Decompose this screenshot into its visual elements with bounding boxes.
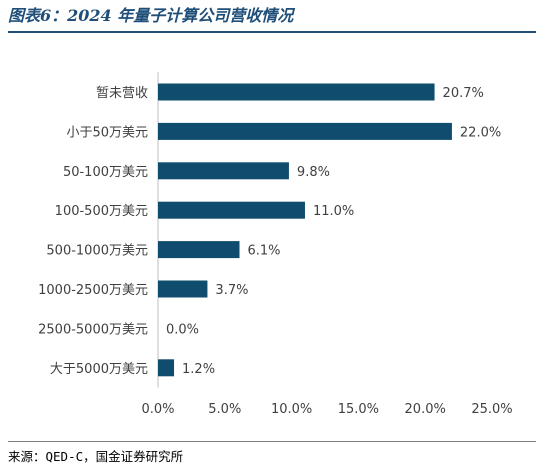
x-tick-label: 25.0% bbox=[471, 402, 512, 417]
data-label: 9.8% bbox=[297, 165, 330, 180]
bar bbox=[158, 201, 305, 219]
bar bbox=[158, 122, 452, 140]
bar bbox=[158, 359, 175, 377]
data-label: 3.7% bbox=[215, 283, 248, 298]
source-note: 来源：QED-C，国金证券研究所 bbox=[8, 449, 184, 464]
data-label: 0.0% bbox=[166, 322, 199, 337]
x-tick-label: 15.0% bbox=[338, 402, 379, 417]
category-label: 1000-2500万美元 bbox=[38, 283, 148, 298]
figure-title: 图表6：2024 年量子计算公司营收情况 bbox=[8, 6, 294, 25]
bar bbox=[158, 162, 289, 180]
category-label: 2500-5000万美元 bbox=[38, 322, 148, 337]
x-tick-label: 10.0% bbox=[271, 402, 312, 417]
x-tick-label: 0.0% bbox=[141, 402, 174, 417]
category-label: 100-500万美元 bbox=[55, 204, 148, 219]
data-label: 22.0% bbox=[460, 125, 501, 140]
category-label: 小于50万美元 bbox=[66, 125, 148, 140]
data-label: 1.2% bbox=[182, 362, 215, 377]
category-label: 大于5000万美元 bbox=[50, 362, 148, 377]
bar-chart: 暂未营收 20.7% 小于50万美元 22.0% 50-100万美元 9.8% 100-50… bbox=[38, 72, 513, 417]
x-tick-label: 20.0% bbox=[405, 402, 446, 417]
data-label: 11.0% bbox=[313, 204, 354, 219]
category-label: 暂未营收 bbox=[96, 86, 148, 101]
bar bbox=[158, 280, 208, 298]
title-divider bbox=[8, 31, 536, 33]
bar bbox=[158, 83, 435, 101]
category-label: 500-1000万美元 bbox=[46, 244, 148, 259]
data-label: 6.1% bbox=[247, 244, 280, 259]
x-tick-label: 5.0% bbox=[208, 402, 241, 417]
data-label: 20.7% bbox=[443, 86, 484, 101]
category-label: 50-100万美元 bbox=[63, 165, 148, 180]
bar bbox=[158, 241, 240, 259]
source-divider bbox=[8, 441, 536, 442]
